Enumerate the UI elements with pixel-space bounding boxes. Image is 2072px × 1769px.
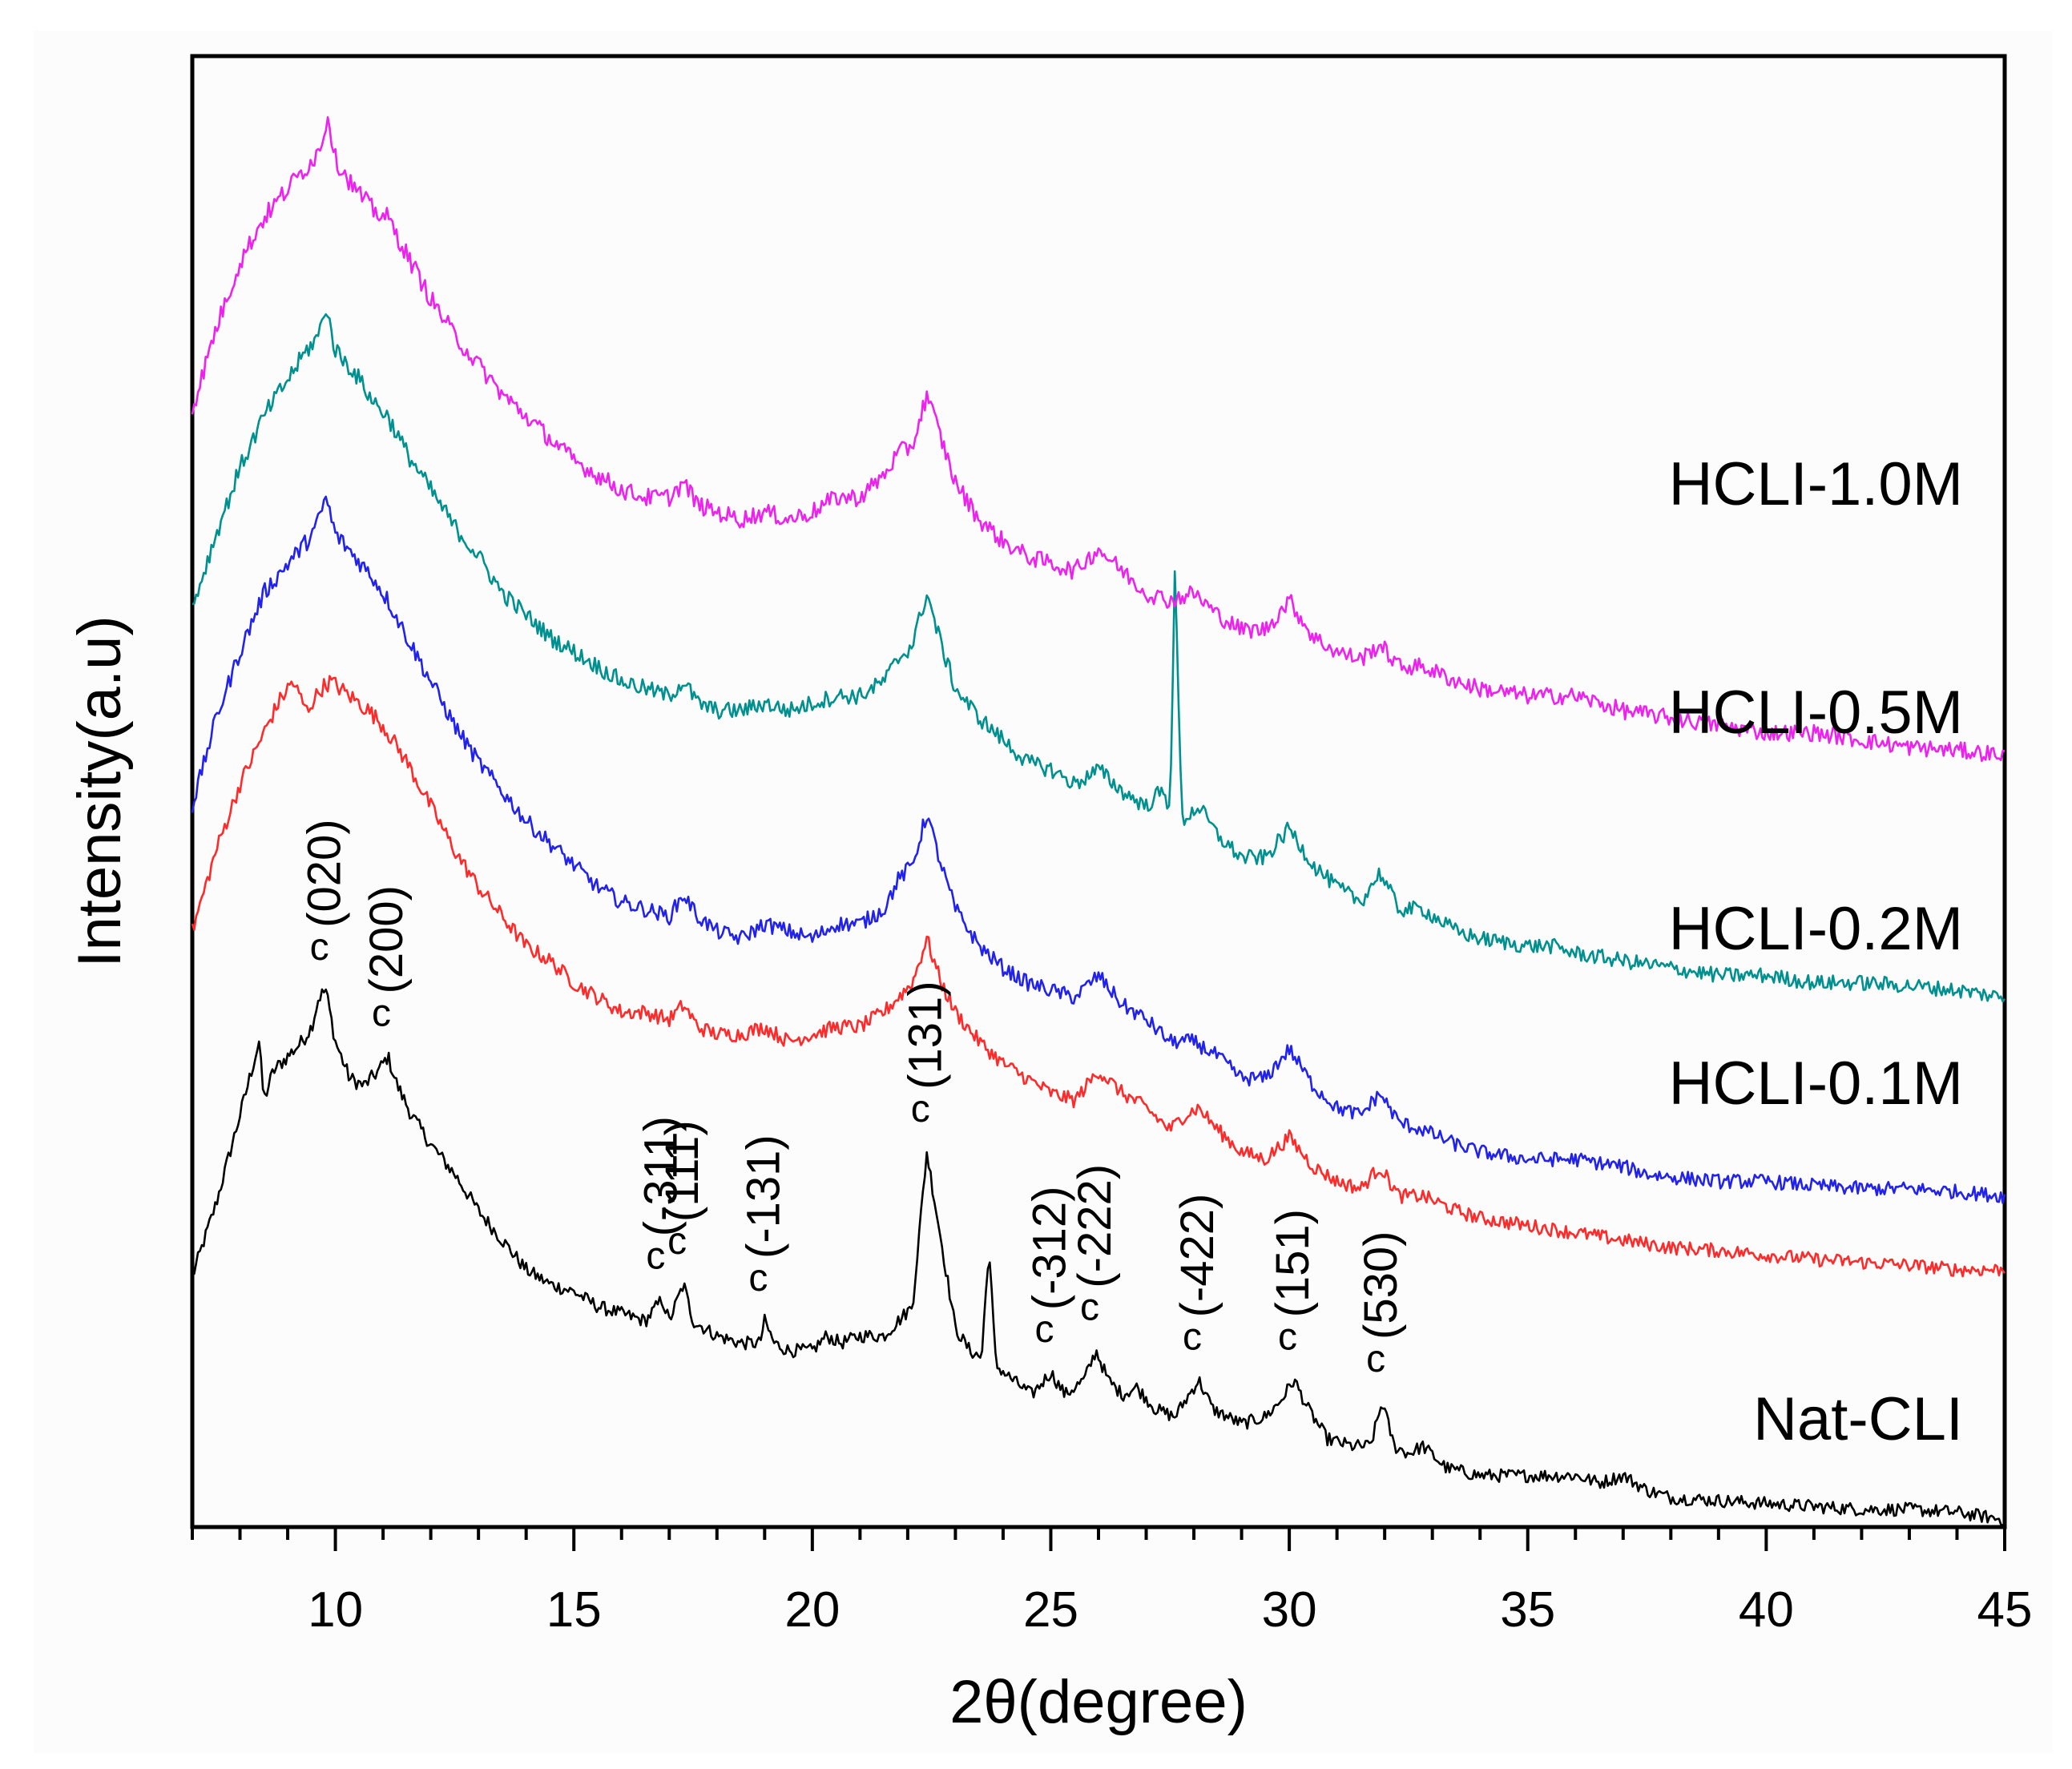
series-line-nat-cli	[191, 988, 2005, 1527]
peak-marker-c: c	[1278, 1316, 1297, 1358]
peak-marker-c: c	[1034, 1308, 1054, 1351]
peak-hkl-label: (530)	[1355, 1231, 1407, 1340]
series-lines	[191, 116, 2006, 1527]
x-tick-label: 15	[546, 1582, 602, 1638]
peak-marker-c: c	[372, 992, 391, 1034]
series-label: Nat-CLI	[1753, 1385, 1963, 1453]
peak-marker-c: c	[667, 1220, 687, 1263]
peak-hkl-label: (-422)	[1171, 1194, 1223, 1318]
y-axis-title: Intensity(a.u)	[66, 615, 134, 967]
peak-hkl-label: (200)	[361, 885, 413, 993]
series-label: HCLI-0.5M	[1669, 679, 1963, 747]
peak-marker-c: c	[646, 1235, 665, 1277]
figure-panel	[34, 30, 2053, 1753]
peak-hkl-label: (111)	[656, 1120, 708, 1222]
series-line-hcli-1-0m	[191, 116, 2005, 763]
x-axis-title: 2θ(degree)	[949, 1668, 1248, 1736]
peak-annotations: c(020)c(200)c(-311)c(111)c(-131)c(131)c(…	[299, 819, 1408, 1380]
peak-hkl-label: (-311)	[635, 1116, 687, 1236]
peak-marker-c: c	[1080, 1287, 1099, 1329]
peak-marker-c: c	[748, 1257, 768, 1300]
x-tick-label: 20	[784, 1582, 840, 1638]
x-tick-label: 40	[1739, 1582, 1794, 1638]
series-label: HCLI-0.1M	[1669, 1050, 1963, 1118]
series-line-hcli-0-5m	[191, 313, 2006, 1003]
series-label: HCLI-0.2M	[1669, 895, 1963, 963]
x-tick-label: 10	[308, 1582, 363, 1638]
peak-hkl-label: (151)	[1267, 1209, 1319, 1317]
peak-marker-c: c	[310, 926, 329, 969]
series-label: HCLI-1.0M	[1669, 450, 1963, 518]
peak-hkl-label: (-131)	[737, 1134, 789, 1259]
peak-marker-c: c	[1366, 1338, 1385, 1380]
x-tick-label: 45	[1977, 1582, 2033, 1638]
peak-hkl-label: (-222)	[1069, 1164, 1121, 1288]
peak-hkl-label: (131)	[900, 981, 952, 1089]
peak-hkl-label: (020)	[299, 819, 351, 927]
series-line-hcli-0-2m	[191, 495, 2006, 1204]
x-tick-label: 35	[1500, 1582, 1555, 1638]
peak-marker-c: c	[1183, 1316, 1202, 1358]
x-tick-label: 25	[1023, 1582, 1078, 1638]
series-labels: Nat-CLI HCLI-0.1M HCLI-0.2M HCLI-0.5M HCLI-1…	[1669, 450, 1963, 1453]
x-tick-label: 30	[1262, 1582, 1317, 1638]
peak-hkl-label: (-312)	[1023, 1187, 1075, 1311]
peak-marker-c: c	[911, 1088, 930, 1130]
series-line-hcli-0-1m	[191, 675, 2006, 1278]
x-axis-ticks: 10 15 20 25 30 35 40 45	[191, 1527, 2033, 1638]
